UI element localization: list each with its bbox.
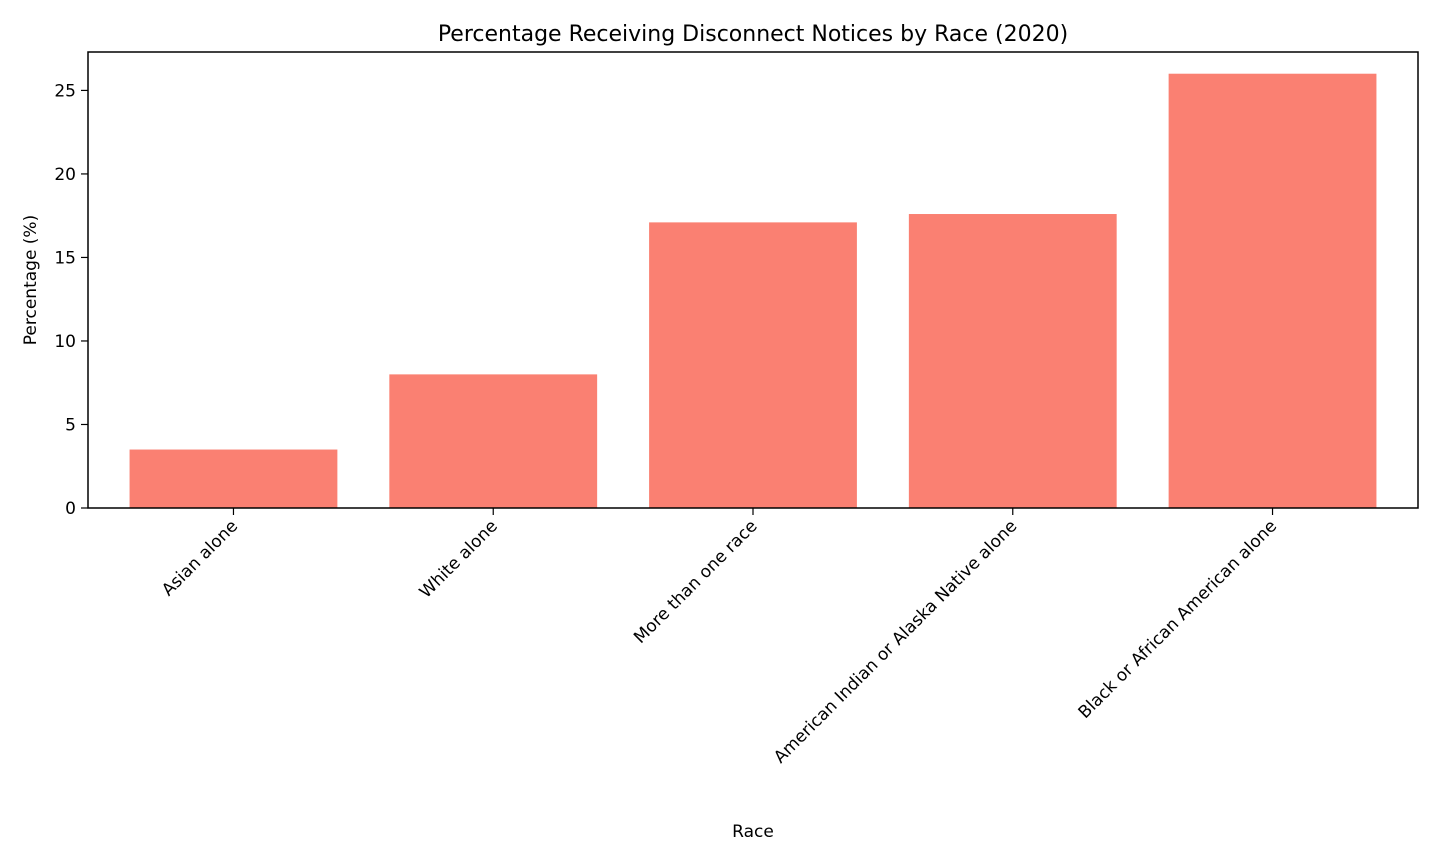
x-tick-label: White alone — [416, 516, 502, 602]
x-tick-label: Asian alone — [158, 516, 242, 600]
y-tick-label: 10 — [54, 332, 76, 352]
x-tick-label: American Indian or Alaska Native alone — [770, 516, 1021, 767]
x-tick-label: More than one race — [630, 516, 761, 647]
y-axis-label: Percentage (%) — [21, 215, 41, 345]
chart-title: Percentage Receiving Disconnect Notices … — [438, 22, 1068, 47]
x-axis-label: Race — [732, 822, 774, 842]
y-axis: 0 5 10 15 20 25 — [54, 81, 88, 519]
y-tick-label: 20 — [54, 165, 76, 185]
y-tick-label: 25 — [54, 81, 76, 101]
x-tick-label: Black or African American alone — [1075, 516, 1281, 722]
y-tick-label: 15 — [54, 248, 76, 268]
x-axis: Asian alone White alone More than one race… — [158, 508, 1281, 768]
y-tick-label: 5 — [65, 415, 76, 435]
y-tick-label: 0 — [65, 499, 76, 519]
bar-2 — [649, 222, 857, 508]
bars-group — [129, 73, 1377, 508]
bar-4 — [1168, 73, 1377, 508]
bar-1 — [389, 374, 598, 508]
bar-0 — [129, 449, 338, 508]
bar-3 — [908, 214, 1117, 508]
plot-frame — [87, 51, 1419, 509]
